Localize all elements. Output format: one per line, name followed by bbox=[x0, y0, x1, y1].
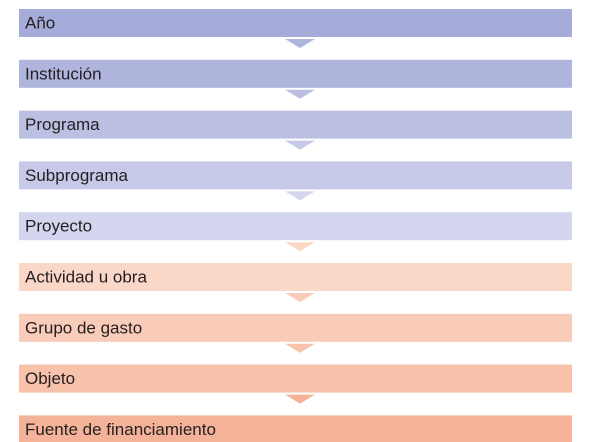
arrow-down bbox=[285, 293, 315, 302]
step-bar bbox=[19, 110, 572, 139]
step-label: Año bbox=[25, 13, 55, 32]
arrow-down bbox=[285, 39, 315, 48]
step-label: Programa bbox=[25, 115, 100, 134]
step-bar bbox=[19, 364, 572, 393]
arrow-down bbox=[285, 242, 315, 252]
step-label: Actividad u obra bbox=[25, 267, 147, 286]
step-label: Proyecto bbox=[25, 217, 92, 236]
step-bar bbox=[19, 212, 572, 241]
step-bar bbox=[19, 161, 572, 190]
step-bar bbox=[19, 263, 572, 291]
step-bar bbox=[19, 415, 572, 442]
step-bar bbox=[19, 313, 572, 342]
step-label: Grupo de gasto bbox=[25, 318, 142, 337]
arrow-down bbox=[285, 89, 315, 99]
arrow-down bbox=[285, 394, 315, 404]
arrow-down bbox=[285, 140, 315, 150]
step-bar bbox=[19, 59, 572, 88]
arrow-down bbox=[285, 343, 315, 353]
step-label: Fuente de financiamiento bbox=[25, 420, 216, 439]
step-bar bbox=[19, 9, 572, 37]
step-label: Institución bbox=[25, 64, 102, 83]
step-label: Subprograma bbox=[25, 166, 129, 185]
arrow-down bbox=[285, 191, 315, 201]
step-label: Objeto bbox=[25, 369, 75, 388]
